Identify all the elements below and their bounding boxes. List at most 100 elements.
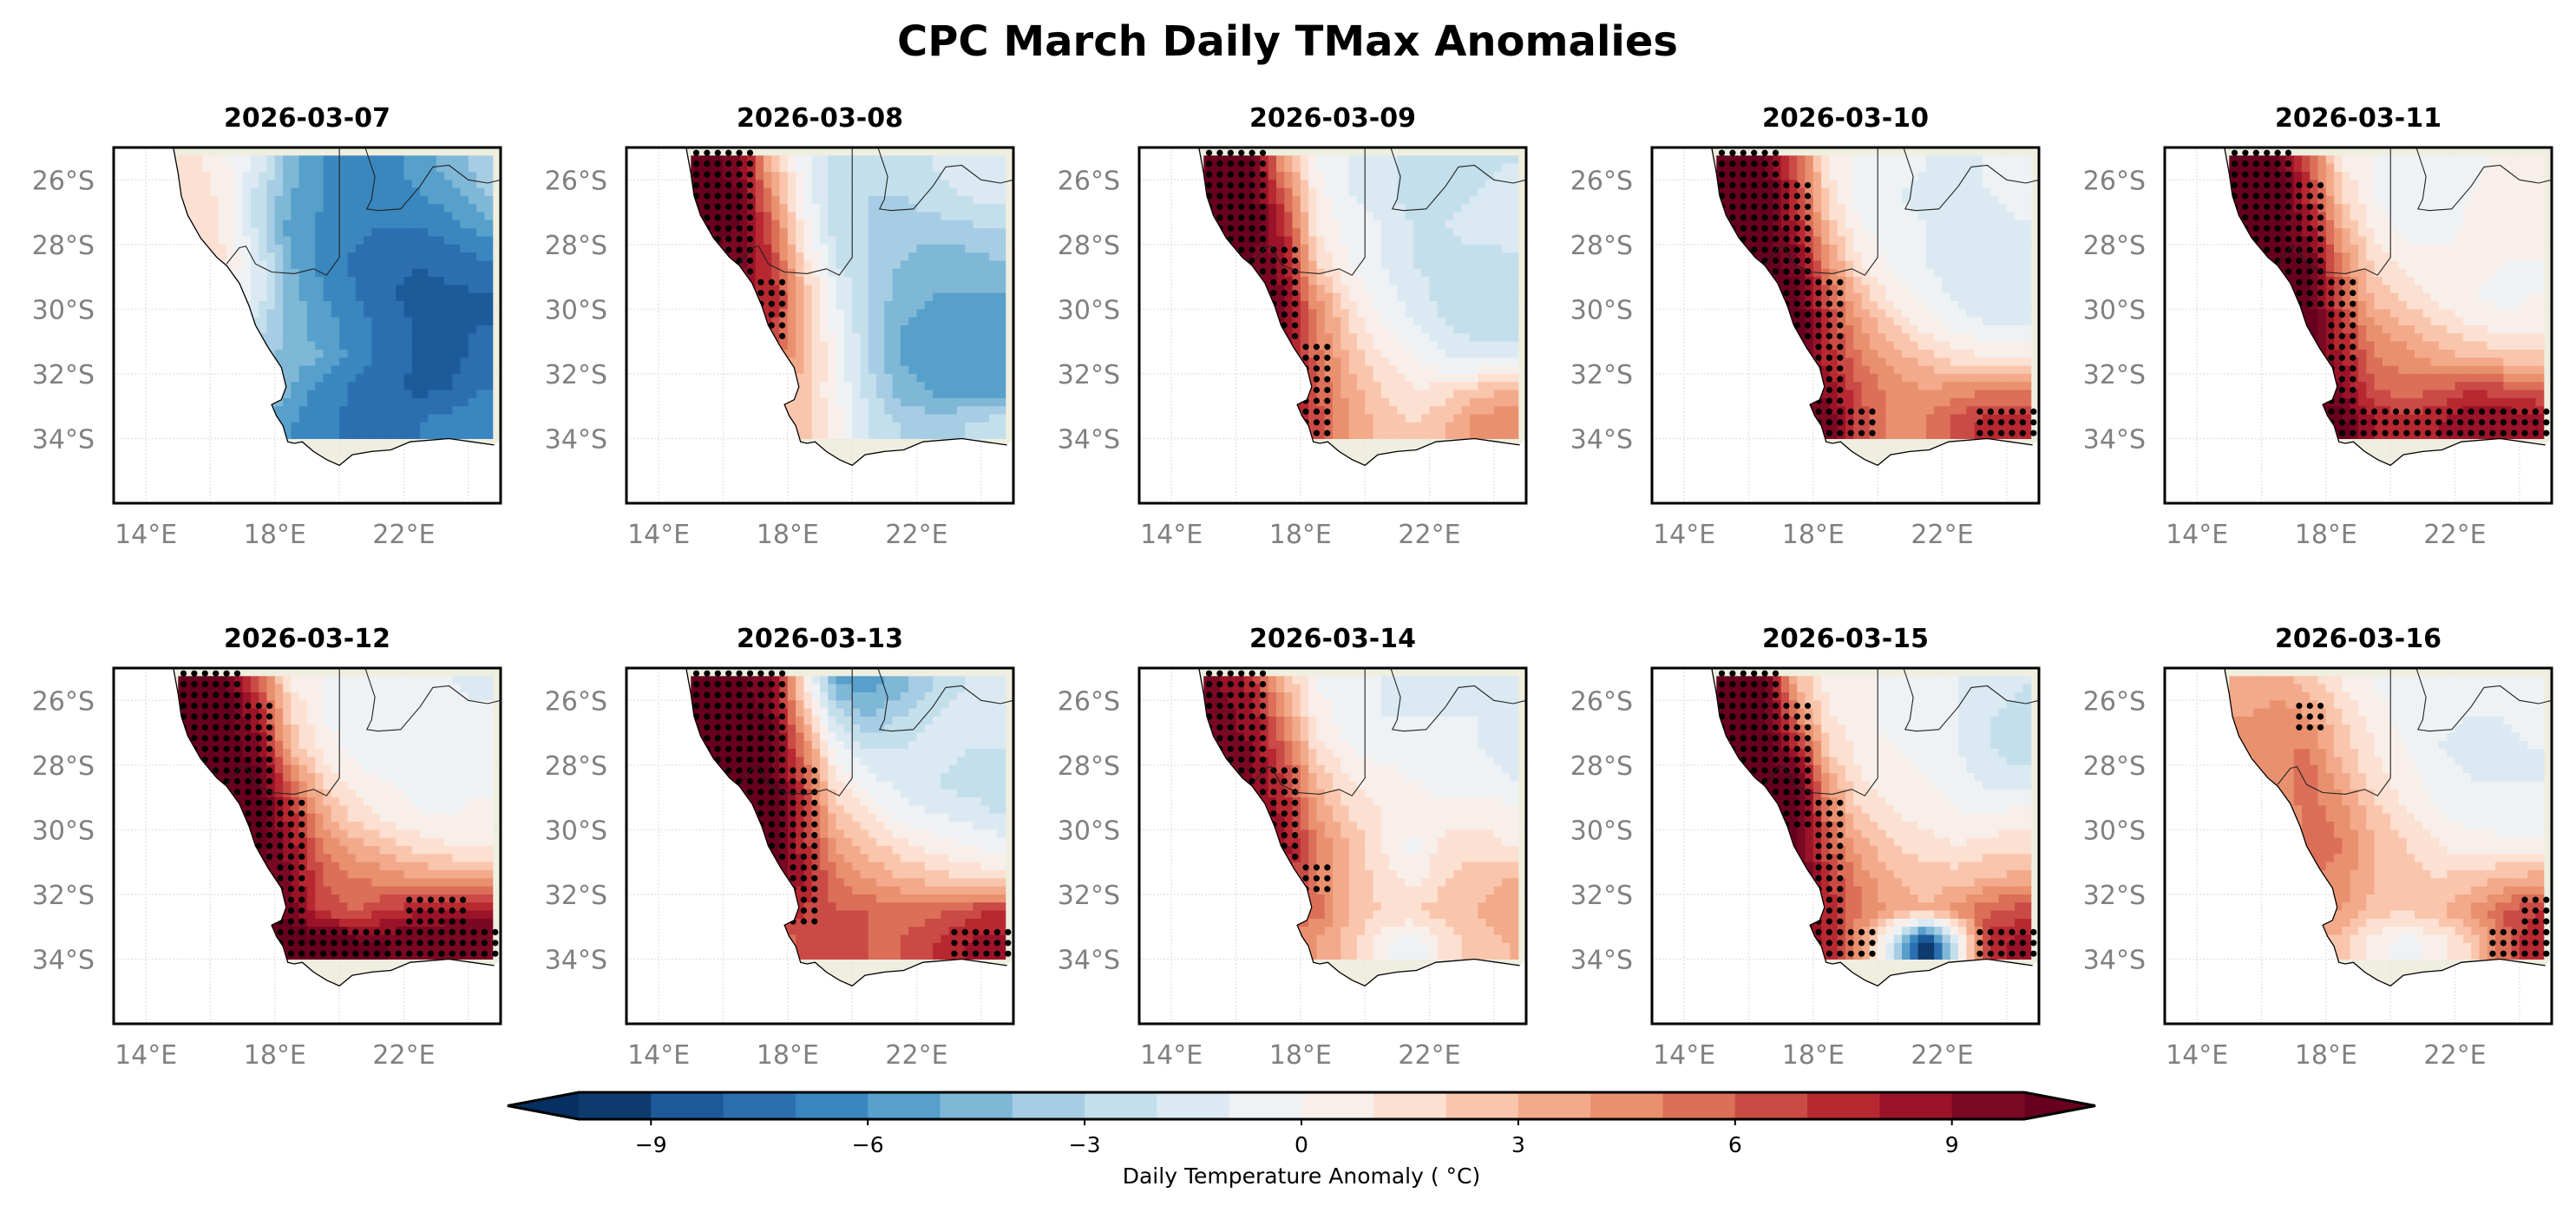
anomaly-cell	[1429, 163, 1439, 173]
anomaly-cell	[1797, 204, 1806, 213]
anomaly-cell	[1373, 341, 1382, 351]
anomaly-cell	[460, 382, 469, 391]
anomaly-cell	[251, 204, 259, 213]
stipple-dot	[1302, 408, 1309, 415]
anomaly-cell	[1510, 390, 1519, 399]
anomaly-cell	[779, 220, 789, 229]
anomaly-cell	[428, 341, 437, 351]
anomaly-cell	[242, 172, 252, 180]
anomaly-cell	[900, 333, 909, 343]
anomaly-cell	[2015, 155, 2023, 165]
anomaly-cell	[1308, 406, 1317, 416]
anomaly-cell	[933, 350, 941, 358]
anomaly-cell	[476, 382, 485, 391]
anomaly-cell	[1389, 252, 1398, 261]
anomaly-cell	[1493, 373, 1503, 383]
anomaly-cell	[444, 180, 453, 189]
anomaly-cell	[916, 390, 926, 399]
anomaly-cell	[1493, 365, 1503, 375]
anomaly-cell	[900, 204, 909, 213]
anomaly-cell	[980, 406, 990, 416]
anomaly-cell	[411, 309, 421, 318]
anomaly-cell	[933, 228, 941, 238]
anomaly-cell	[843, 155, 853, 165]
anomaly-cell	[339, 333, 349, 343]
anomaly-cell	[396, 301, 405, 310]
anomaly-cell	[965, 180, 974, 189]
anomaly-cell	[1316, 430, 1326, 439]
anomaly-cell	[1765, 204, 1773, 213]
anomaly-cell	[1748, 228, 1758, 238]
anomaly-cell	[989, 414, 998, 423]
anomaly-cell	[1365, 317, 1374, 326]
anomaly-cell	[698, 204, 708, 213]
anomaly-cell	[739, 155, 748, 165]
anomaly-cell	[1861, 180, 1871, 189]
anomaly-cell	[1333, 350, 1341, 358]
stipple-dot	[1324, 344, 1331, 351]
anomaly-cell	[1437, 236, 1446, 246]
anomaly-cell	[452, 244, 462, 253]
anomaly-cell	[291, 236, 300, 246]
anomaly-cell	[1437, 244, 1446, 253]
anomaly-cell	[1397, 414, 1406, 423]
anomaly-cell	[1340, 163, 1350, 173]
anomaly-cell	[1445, 406, 1454, 416]
anomaly-cell	[1812, 155, 1822, 165]
anomaly-cell	[997, 373, 1006, 383]
anomaly-cell	[2022, 252, 2032, 261]
anomaly-cell	[1510, 236, 1519, 246]
anomaly-cell	[411, 204, 421, 213]
anomaly-cell	[331, 163, 340, 173]
anomaly-cell	[291, 406, 300, 416]
anomaly-cell	[1380, 317, 1390, 326]
anomaly-cell	[1324, 422, 1334, 431]
anomaly-cell	[1470, 195, 1478, 205]
anomaly-cell	[411, 365, 421, 375]
anomaly-cell	[892, 414, 901, 423]
anomaly-cell	[1493, 244, 1503, 253]
anomaly-cell	[266, 317, 276, 326]
anomaly-cell	[787, 350, 796, 358]
anomaly-cell	[444, 357, 453, 367]
anomaly-cell	[1974, 163, 1983, 173]
anomaly-cell	[892, 155, 901, 165]
anomaly-cell	[371, 204, 381, 213]
anomaly-cell	[396, 430, 405, 439]
anomaly-cell	[1300, 252, 1309, 261]
anomaly-cell	[460, 390, 469, 399]
anomaly-cell	[933, 357, 941, 367]
anomaly-cell	[843, 325, 853, 334]
anomaly-cell	[2015, 204, 2023, 213]
anomaly-cell	[1893, 180, 1903, 189]
anomaly-cell	[764, 285, 772, 294]
anomaly-cell	[1502, 357, 1511, 367]
anomaly-cell	[1365, 220, 1374, 229]
anomaly-cell	[226, 220, 235, 229]
anomaly-cell	[1413, 382, 1422, 391]
anomaly-cell	[274, 325, 284, 334]
anomaly-cell	[339, 220, 349, 229]
anomaly-cell	[1300, 325, 1309, 334]
anomaly-cell	[1365, 390, 1374, 399]
anomaly-cell	[1445, 285, 1454, 294]
anomaly-cell	[468, 390, 477, 399]
anomaly-cell	[900, 252, 909, 261]
x-tick-label: 22°E	[885, 520, 947, 550]
anomaly-cell	[1429, 292, 1439, 302]
anomaly-cell	[1276, 180, 1285, 189]
anomaly-cell	[965, 422, 974, 431]
anomaly-cell	[420, 155, 429, 165]
anomaly-cell	[916, 285, 926, 294]
anomaly-cell	[1356, 373, 1366, 383]
anomaly-cell	[298, 204, 308, 213]
anomaly-cell	[1365, 277, 1374, 285]
anomaly-cell	[1421, 163, 1431, 173]
anomaly-cell	[307, 163, 316, 173]
anomaly-cell	[420, 406, 429, 416]
anomaly-cell	[1268, 204, 1277, 213]
anomaly-cell	[315, 187, 324, 197]
anomaly-cell	[2022, 204, 2032, 213]
anomaly-cell	[1292, 292, 1301, 302]
anomaly-cell	[387, 317, 397, 326]
